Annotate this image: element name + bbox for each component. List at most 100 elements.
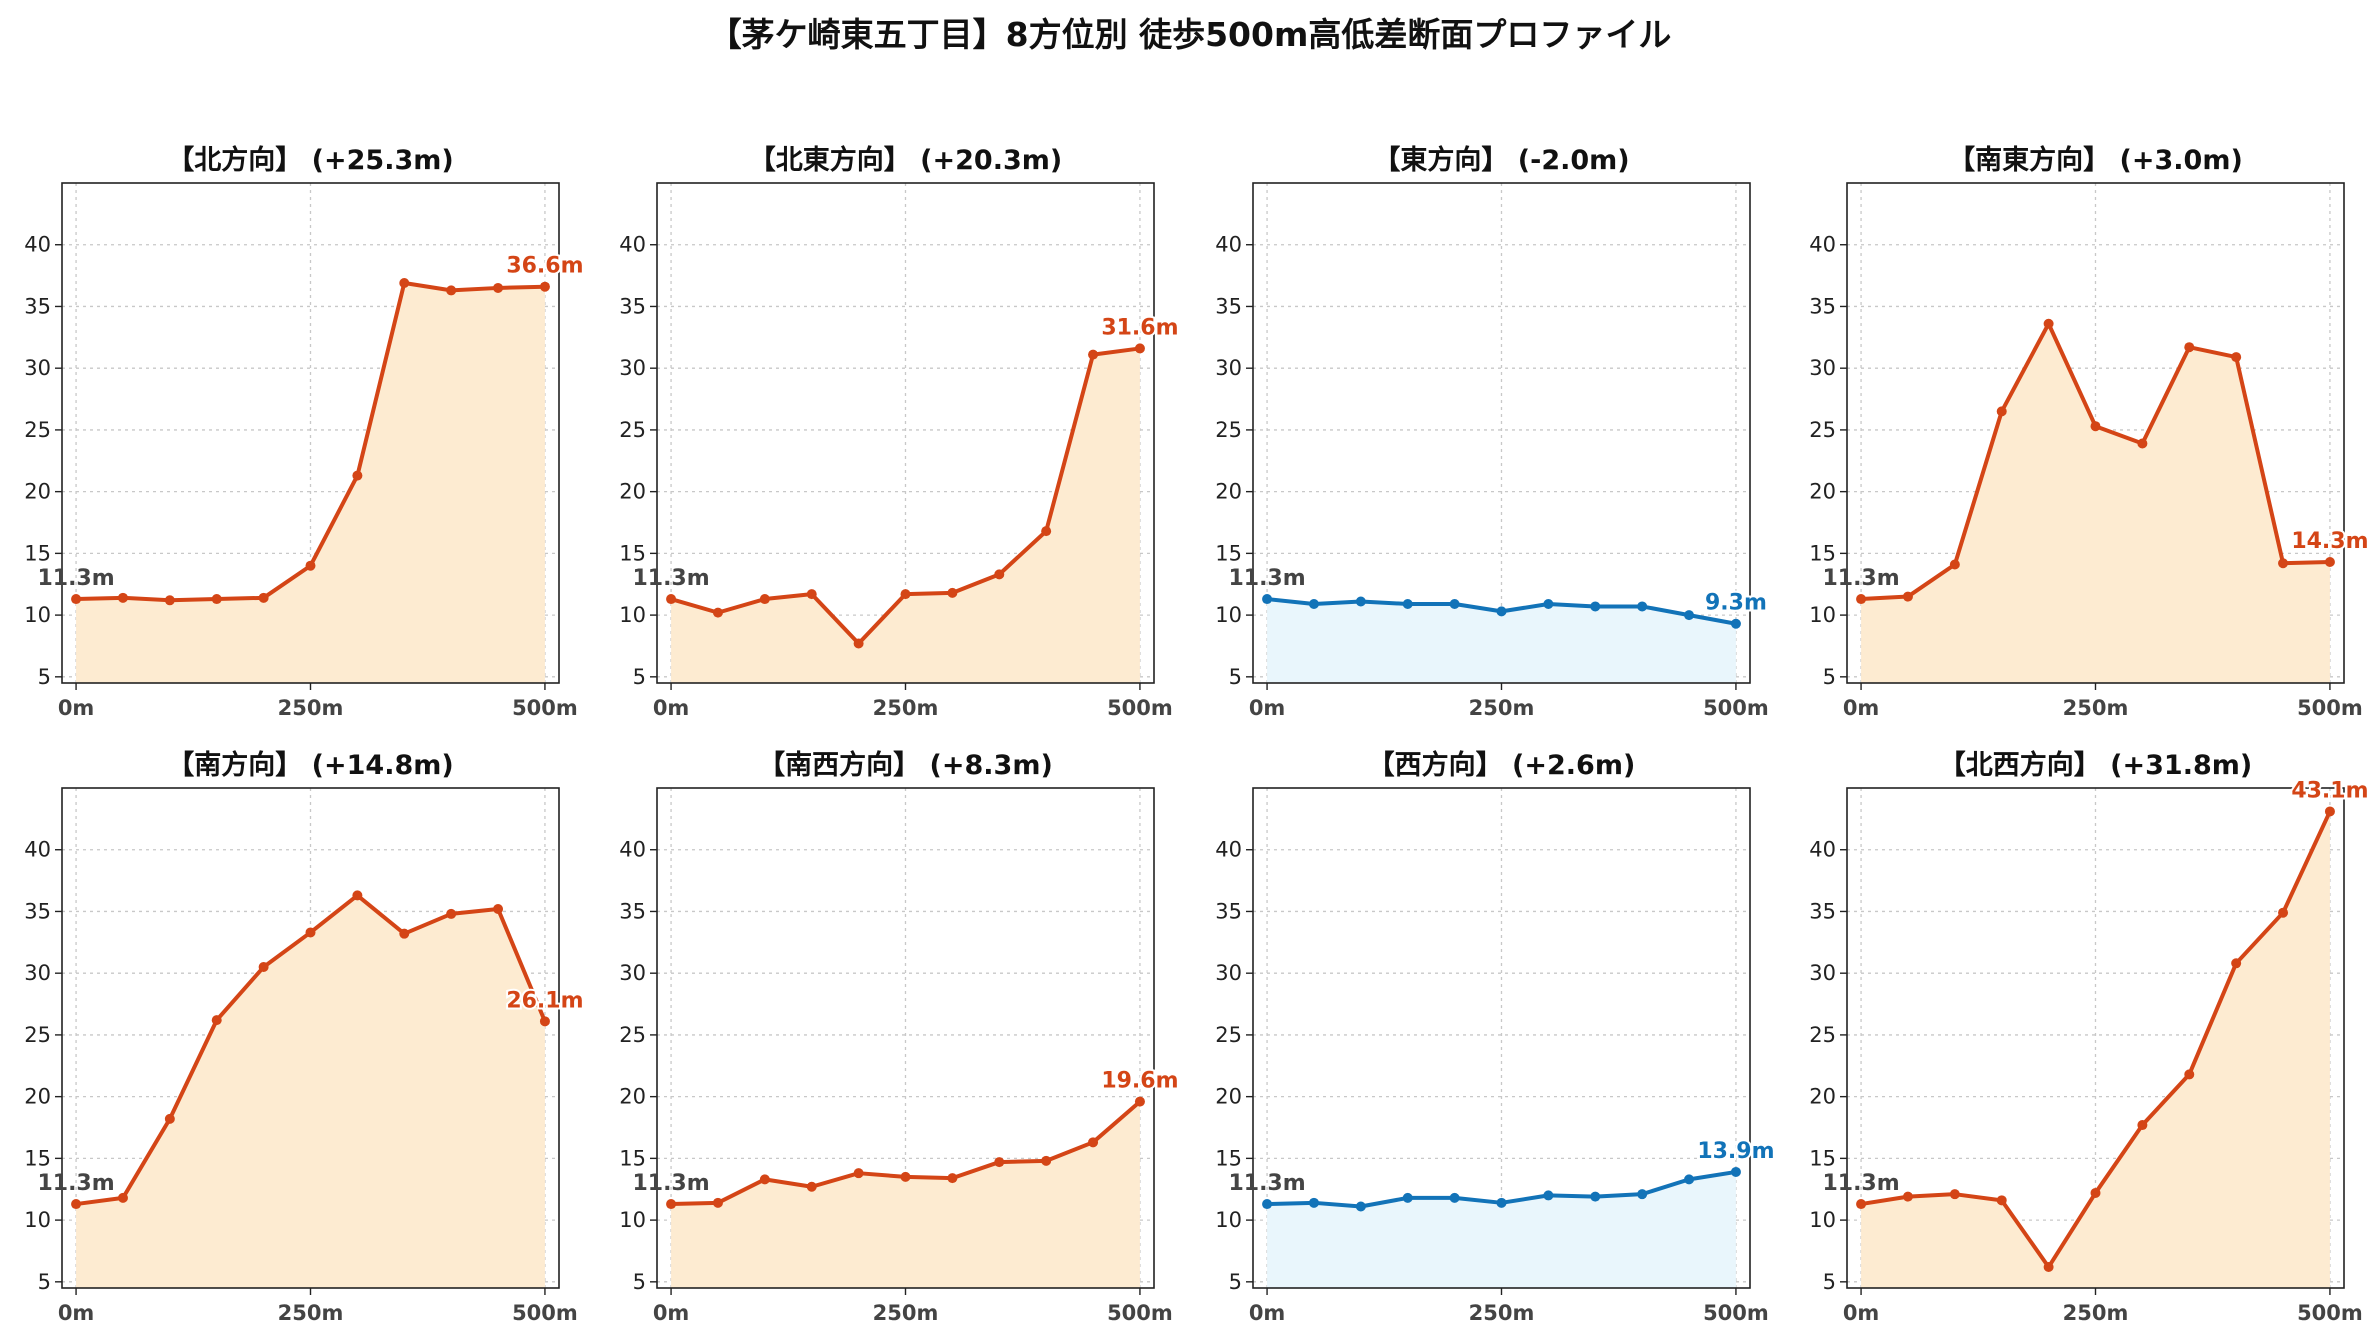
x-tick-label: 500m — [2297, 696, 2363, 720]
data-point — [352, 890, 363, 901]
data-point — [352, 470, 363, 481]
profile-chart-1: 【北東方向】 (+20.3m) 5 10 15 20 25 30 35 40 0m 250m 500m… — [619, 144, 1180, 720]
x-tick-label: 500m — [1703, 1301, 1769, 1325]
y-tick-label: 15 — [24, 541, 51, 565]
y-tick-label: 20 — [24, 1085, 51, 1109]
y-tick-label: 15 — [1809, 1146, 1836, 1170]
y-tick-label: 15 — [1215, 541, 1242, 565]
data-point — [1543, 1190, 1554, 1201]
area-fill — [1861, 811, 2330, 1288]
y-tick-label: 40 — [1215, 233, 1242, 257]
data-point — [446, 908, 457, 919]
y-tick-label: 10 — [24, 603, 51, 627]
y-tick-label: 5 — [38, 665, 51, 689]
chart-title: 【南方向】 (+14.8m) — [167, 749, 453, 781]
profile-chart-6: 【西方向】 (+2.6m) 5 10 15 20 25 30 35 40 0m 250m 500m 11… — [1215, 749, 1776, 1325]
x-tick-label: 250m — [278, 696, 344, 720]
chart-title: 【東方向】 (-2.0m) — [1373, 144, 1629, 176]
data-point — [712, 607, 723, 618]
area-fill — [76, 283, 545, 683]
y-tick-label: 30 — [1215, 356, 1242, 380]
y-tick-label: 15 — [24, 1146, 51, 1170]
y-tick-label: 15 — [1215, 1146, 1242, 1170]
y-tick-label: 20 — [1215, 480, 1242, 504]
data-point — [1496, 1197, 1507, 1208]
x-tick-label: 500m — [1107, 696, 1173, 720]
start-elevation-label: 11.3m — [37, 1171, 114, 1196]
x-tick-label: 500m — [1703, 696, 1769, 720]
y-tick-label: 5 — [1229, 1270, 1242, 1294]
data-point — [666, 1199, 677, 1210]
data-point — [1402, 1192, 1413, 1203]
data-point — [853, 1168, 864, 1179]
x-tick-label: 250m — [1469, 1301, 1535, 1325]
data-point — [2090, 1187, 2101, 1198]
data-point — [853, 638, 864, 649]
data-point — [1590, 601, 1601, 612]
data-point — [446, 285, 457, 296]
data-point — [258, 592, 269, 603]
data-point — [1134, 1096, 1145, 1107]
chart-title: 【南西方向】 (+8.3m) — [758, 749, 1053, 781]
data-point — [1088, 1137, 1099, 1148]
data-point — [2090, 421, 2101, 432]
profile-chart-2: 【東方向】 (-2.0m) 5 10 15 20 25 30 35 40 0m 250m 500m 11… — [1215, 144, 1769, 720]
y-tick-label: 30 — [619, 961, 646, 985]
start-elevation-label: 11.3m — [1822, 566, 1899, 591]
end-elevation-label: 31.6m — [1101, 315, 1178, 340]
chart-title: 【北東方向】 (+20.3m) — [749, 144, 1062, 176]
y-tick-label: 25 — [1215, 1023, 1242, 1047]
data-point — [117, 592, 128, 603]
data-point — [305, 560, 316, 571]
x-tick-label: 250m — [278, 1301, 344, 1325]
y-tick-label: 20 — [1809, 1085, 1836, 1109]
data-point — [1590, 1191, 1601, 1202]
data-point — [2231, 958, 2242, 969]
x-tick-label: 250m — [2063, 1301, 2129, 1325]
x-tick-label: 500m — [512, 1301, 578, 1325]
data-point — [117, 1192, 128, 1203]
y-tick-label: 15 — [619, 541, 646, 565]
data-point — [539, 281, 550, 292]
y-tick-label: 10 — [1215, 1208, 1242, 1232]
y-tick-label: 40 — [24, 233, 51, 257]
data-point — [2137, 1120, 2148, 1131]
data-point — [1308, 598, 1319, 609]
y-tick-label: 35 — [619, 294, 646, 318]
y-tick-label: 35 — [24, 899, 51, 923]
data-point — [900, 589, 911, 600]
y-tick-label: 25 — [1809, 418, 1836, 442]
data-point — [1684, 610, 1695, 621]
y-tick-label: 5 — [633, 665, 646, 689]
x-tick-label: 0m — [1843, 1301, 1880, 1325]
y-tick-label: 15 — [1809, 541, 1836, 565]
data-point — [1355, 1201, 1366, 1212]
y-tick-label: 20 — [24, 480, 51, 504]
y-tick-label: 35 — [1809, 899, 1836, 923]
data-point — [1637, 1189, 1648, 1200]
y-tick-label: 25 — [619, 1023, 646, 1047]
data-point — [1449, 598, 1460, 609]
profile-chart-0: 【北方向】 (+25.3m) 5 10 15 20 25 30 35 40 0m 250m 500m 1… — [24, 144, 585, 720]
data-point — [164, 1113, 175, 1124]
data-point — [493, 282, 504, 293]
data-point — [806, 1181, 817, 1192]
data-point — [305, 927, 316, 938]
end-elevation-label: 19.6m — [1101, 1069, 1178, 1094]
x-tick-label: 0m — [653, 1301, 690, 1325]
profile-chart-7: 【北西方向】 (+31.8m) 5 10 15 20 25 30 35 40 0m 250m 500m… — [1809, 749, 2370, 1325]
data-point — [2278, 558, 2289, 569]
data-point — [1543, 598, 1554, 609]
end-elevation-label: 14.3m — [2291, 529, 2368, 554]
data-point — [258, 962, 269, 973]
y-tick-label: 20 — [1809, 480, 1836, 504]
data-point — [211, 594, 222, 605]
data-point — [399, 278, 410, 288]
x-tick-label: 500m — [512, 696, 578, 720]
end-elevation-label: 13.9m — [1697, 1139, 1774, 1164]
y-tick-label: 30 — [1809, 961, 1836, 985]
start-elevation-label: 11.3m — [1228, 566, 1305, 591]
area-fill — [1861, 323, 2330, 683]
chart-title: 【北西方向】 (+31.8m) — [1939, 749, 2252, 781]
x-tick-label: 250m — [2063, 696, 2129, 720]
